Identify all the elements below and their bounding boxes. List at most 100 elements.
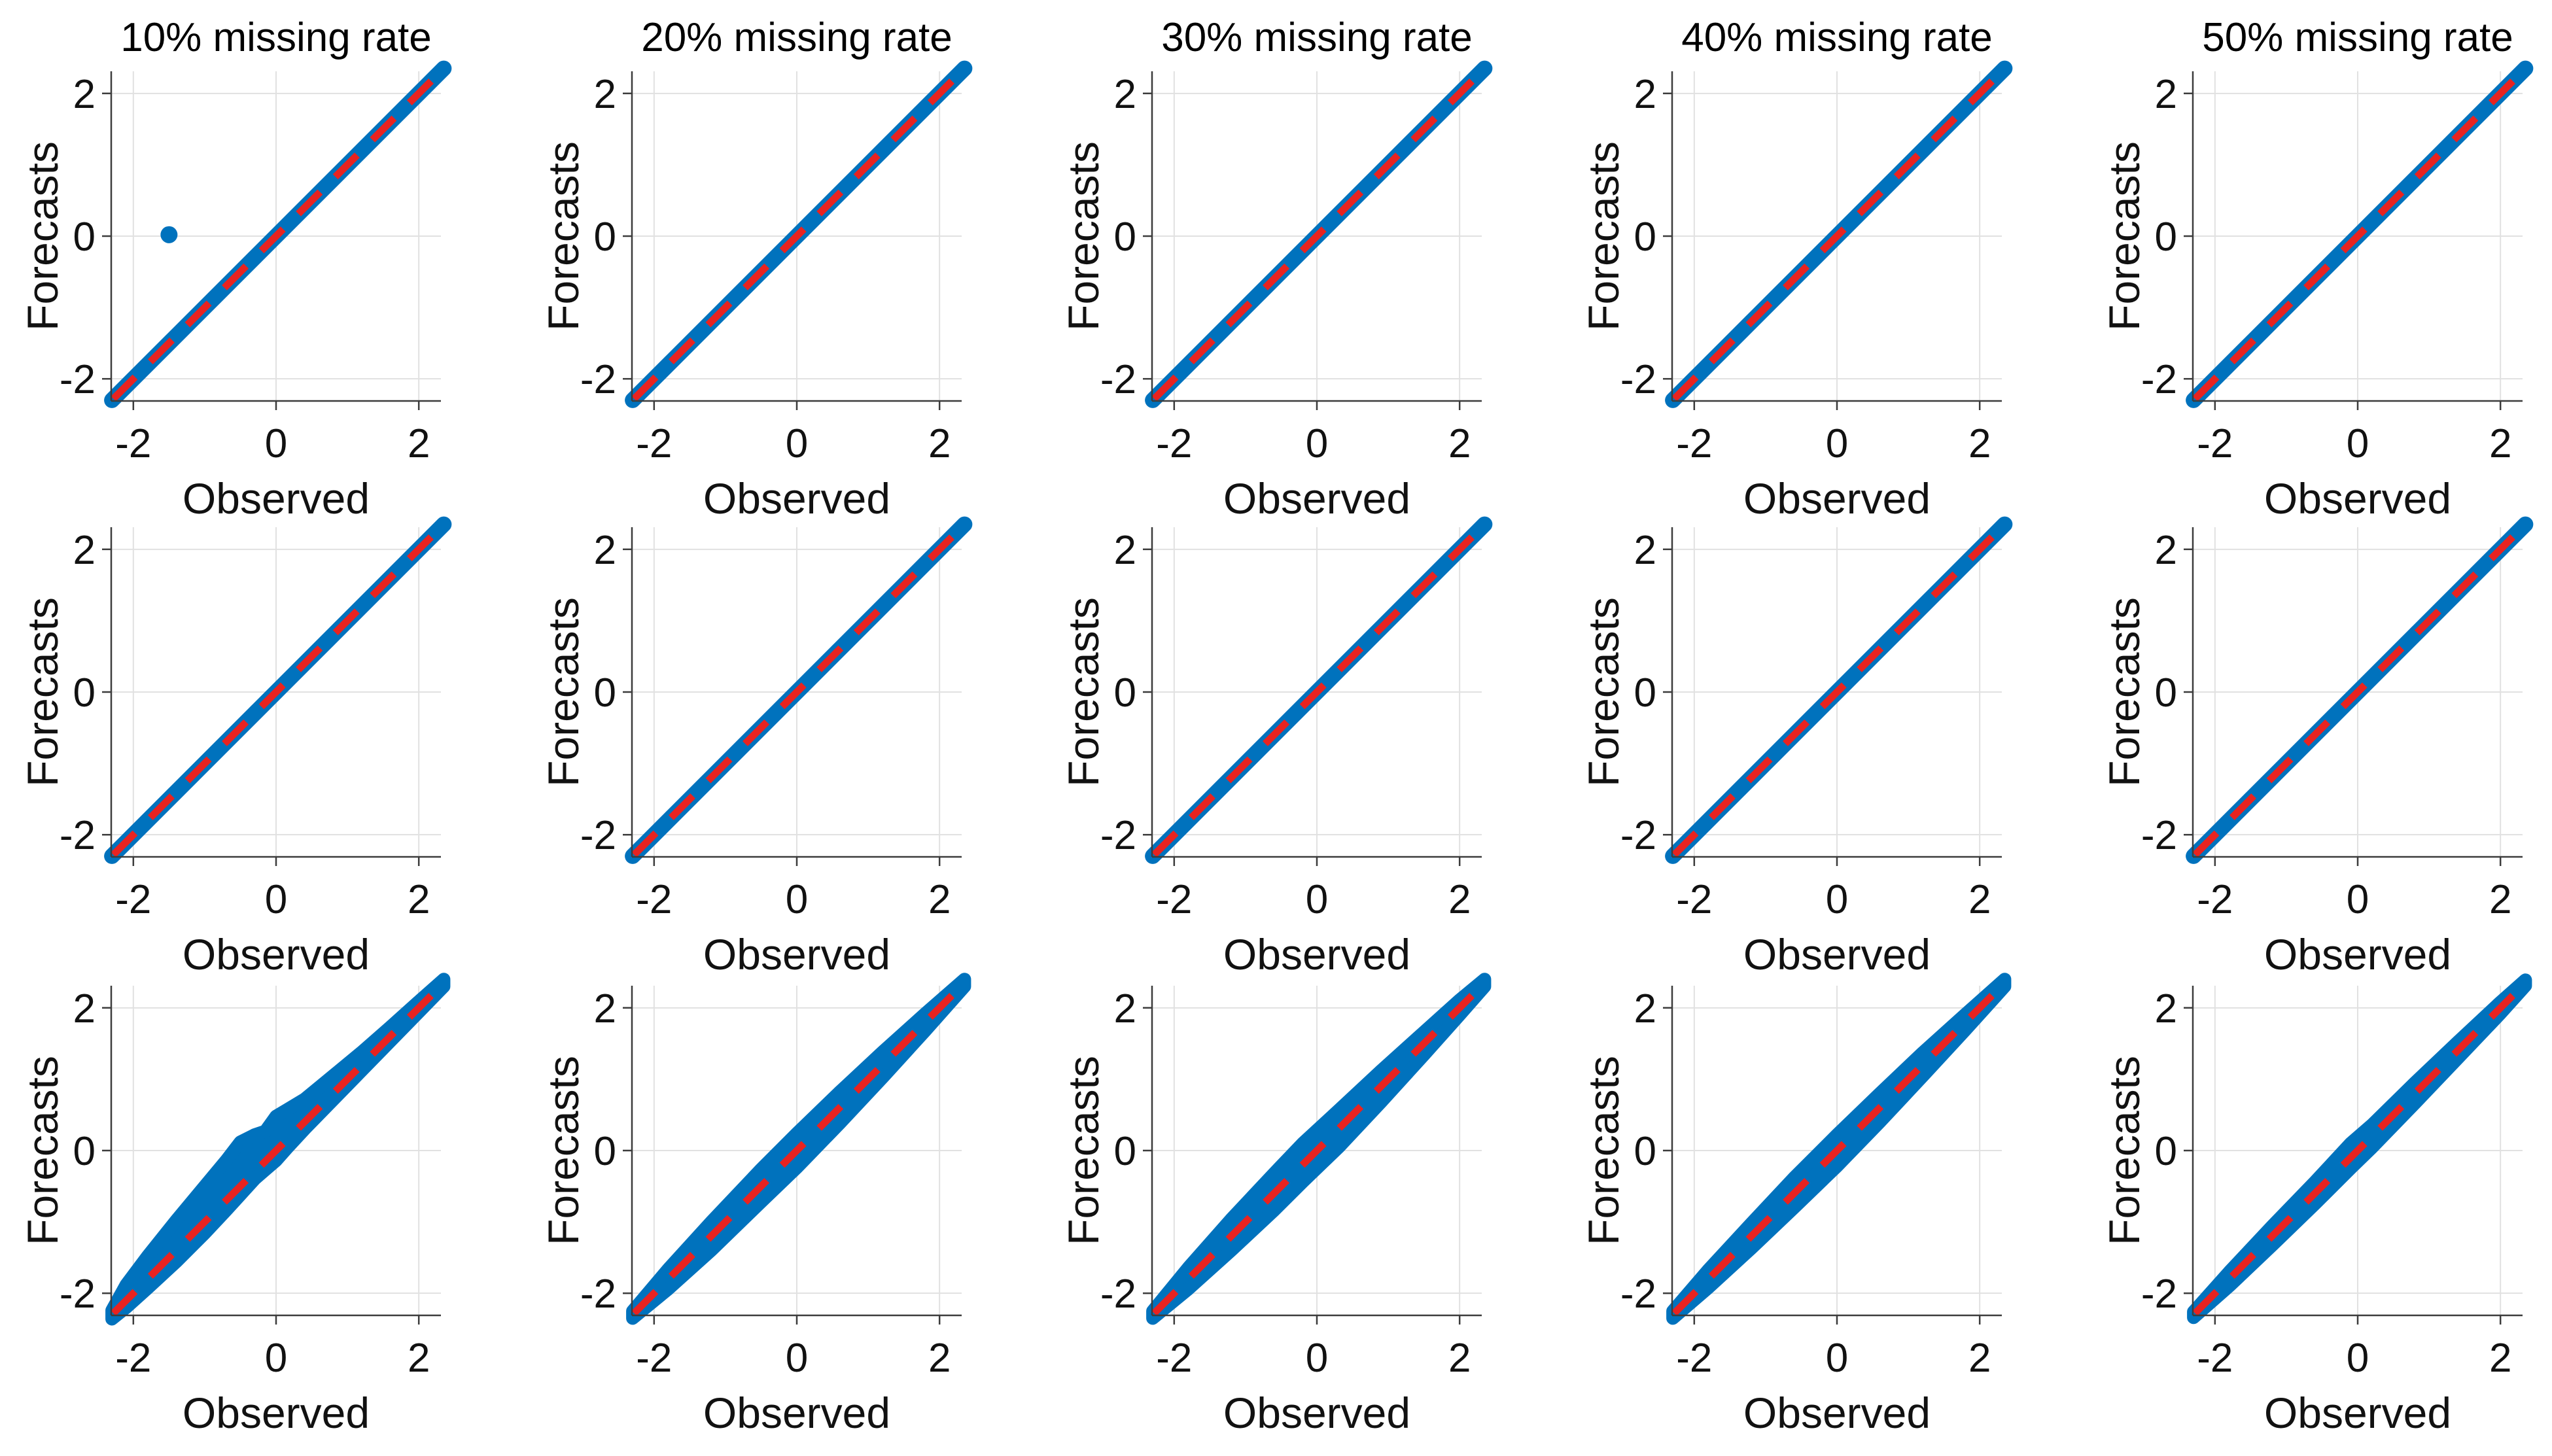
y-tick-label: 0	[73, 215, 96, 260]
y-tick-label: 2	[1634, 72, 1656, 117]
y-tick-label: -2	[60, 1272, 96, 1317]
identity-line	[1671, 981, 2006, 1316]
x-axis-label: Observed	[1743, 474, 1931, 523]
subplot-title: 30% missing rate	[1161, 15, 1473, 60]
identity-line	[631, 981, 966, 1316]
y-tick-label: -2	[580, 357, 616, 402]
y-tick-label: -2	[1620, 1272, 1656, 1317]
x-tick-label: -2	[1676, 421, 1712, 466]
y-axis-label: Forecasts	[18, 141, 67, 331]
outlier-point	[160, 226, 178, 243]
y-axis-label: Forecasts	[2100, 597, 2148, 787]
y-axis-label: Forecasts	[539, 597, 587, 787]
subplot-r2-c3: -2 0 2 -2 0 2 Observed Forecasts	[1059, 516, 1493, 979]
identity-line	[2192, 523, 2527, 858]
y-axis-label: Forecasts	[1579, 1056, 1628, 1245]
y-tick-label: -2	[580, 813, 616, 858]
identity-line	[631, 67, 966, 402]
y-tick-label: 2	[1114, 986, 1136, 1031]
y-axis-label: Forecasts	[1579, 597, 1628, 787]
x-tick-label: -2	[636, 877, 672, 922]
x-axis-label: Observed	[2264, 474, 2451, 523]
y-axis-label: Forecasts	[2100, 1056, 2148, 1245]
y-tick-label: 0	[2155, 670, 2177, 716]
x-tick-label: 2	[1968, 1336, 1991, 1381]
x-tick-label: 0	[1826, 1336, 1848, 1381]
x-tick-label: -2	[1676, 1336, 1712, 1381]
x-tick-label: 2	[408, 877, 430, 922]
subplot-title: 10% missing rate	[120, 15, 432, 60]
y-tick-label: -2	[1620, 813, 1656, 858]
y-tick-label: 2	[73, 72, 96, 117]
x-tick-label: 2	[1968, 421, 1991, 466]
x-tick-label: 2	[1448, 421, 1471, 466]
identity-line	[111, 523, 446, 858]
y-tick-label: 2	[594, 986, 616, 1031]
x-tick-label: -2	[115, 1336, 151, 1381]
y-tick-label: 0	[594, 215, 616, 260]
x-tick-label: 0	[1826, 421, 1848, 466]
subplot-title: 20% missing rate	[641, 15, 953, 60]
x-tick-label: 0	[265, 421, 287, 466]
x-axis-label: Observed	[183, 1389, 370, 1437]
x-tick-label: 2	[1448, 877, 1471, 922]
y-axis-label: Forecasts	[539, 141, 587, 331]
x-tick-label: -2	[636, 421, 672, 466]
subplot-r1-c5: -2 0 2 -2 0 2 50% missing rate Observed Forecast…	[2100, 15, 2534, 523]
x-tick-label: 2	[928, 877, 951, 922]
y-tick-label: 0	[1114, 670, 1136, 716]
subplot-r3-c5: -2 0 2 -2 0 2 Observed Forecasts	[2100, 973, 2532, 1437]
x-tick-label: 2	[408, 421, 430, 466]
x-axis-label: Observed	[183, 474, 370, 523]
subplot-title: 50% missing rate	[2202, 15, 2513, 60]
y-axis-label: Forecasts	[1059, 1056, 1108, 1245]
y-axis-label: Forecasts	[539, 1056, 587, 1245]
x-tick-label: 0	[786, 421, 808, 466]
y-tick-label: 2	[2155, 528, 2177, 573]
x-tick-label: 0	[1306, 1336, 1328, 1381]
x-axis-label: Observed	[1223, 474, 1410, 523]
y-tick-label: 2	[1634, 528, 1656, 573]
y-tick-label: 0	[1114, 215, 1136, 260]
subplot-r2-c1: -2 0 2 -2 0 2 Observed Forecasts	[18, 516, 452, 979]
y-tick-label: -2	[580, 1272, 616, 1317]
subplot-r1-c1: -2 0 2 -2 0 2 10% missing rate Observed Forecast…	[18, 15, 452, 523]
y-tick-label: 2	[594, 528, 616, 573]
x-axis-label: Observed	[183, 930, 370, 979]
x-tick-label: -2	[2197, 877, 2233, 922]
y-tick-label: -2	[60, 813, 96, 858]
x-tick-label: -2	[1676, 877, 1712, 922]
identity-line	[1151, 523, 1486, 858]
y-tick-label: 0	[1634, 1129, 1656, 1174]
y-tick-label: 0	[1634, 670, 1656, 716]
y-tick-label: 2	[1114, 528, 1136, 573]
y-tick-label: 0	[73, 1129, 96, 1174]
y-tick-label: 2	[594, 72, 616, 117]
x-tick-label: 0	[2347, 1336, 2369, 1381]
x-tick-label: -2	[636, 1336, 672, 1381]
x-tick-label: 0	[1306, 877, 1328, 922]
x-tick-label: 2	[408, 1336, 430, 1381]
x-axis-label: Observed	[2264, 1389, 2451, 1437]
subplot-r3-c4: -2 0 2 -2 0 2 Observed Forecasts	[1579, 973, 2012, 1437]
subplot-r1-c2: -2 0 2 -2 0 2 20% missing rate Observed Forecast…	[539, 15, 973, 523]
y-tick-label: 2	[73, 528, 96, 573]
y-tick-label: 0	[1114, 1129, 1136, 1174]
x-tick-label: -2	[115, 877, 151, 922]
y-tick-label: -2	[2141, 1272, 2177, 1317]
identity-line	[1671, 523, 2006, 858]
x-tick-label: 0	[2347, 421, 2369, 466]
identity-line	[2192, 981, 2527, 1316]
x-axis-label: Observed	[1743, 1389, 1931, 1437]
x-tick-label: 0	[2347, 877, 2369, 922]
subplot-r1-c4: -2 0 2 -2 0 2 40% missing rate Observed Forecast…	[1579, 15, 2013, 523]
x-tick-label: 2	[2489, 1336, 2511, 1381]
subplot-r3-c2: -2 0 2 -2 0 2 Observed Forecasts	[539, 973, 971, 1437]
identity-line	[1671, 67, 2006, 402]
y-tick-label: 0	[2155, 1129, 2177, 1174]
y-tick-label: -2	[1100, 357, 1136, 402]
x-axis-label: Observed	[1223, 1389, 1410, 1437]
identity-line	[631, 523, 966, 858]
